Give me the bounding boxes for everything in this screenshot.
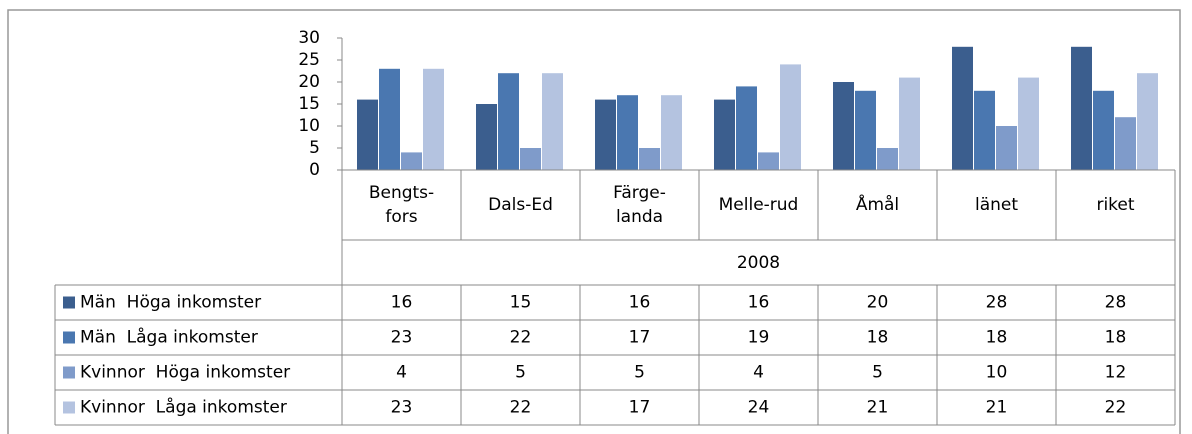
bar	[877, 148, 898, 170]
legend-label: Kvinnor Låga inkomster	[80, 397, 287, 418]
table-value: 10	[986, 363, 1008, 383]
x-tick-label: Färge-landa	[613, 183, 666, 227]
bar	[542, 73, 563, 170]
bar	[595, 99, 616, 170]
x-tick-label: Dals-Ed	[488, 195, 553, 215]
legend-label: Män Låga inkomster	[80, 327, 258, 348]
table-value: 24	[748, 398, 770, 418]
bar	[833, 82, 854, 170]
table-value: 4	[753, 363, 764, 383]
bar	[661, 95, 682, 170]
bar	[758, 152, 779, 170]
bar	[423, 68, 444, 170]
bar	[476, 104, 497, 170]
bar	[1115, 117, 1136, 170]
x-tick-label: Bengts-fors	[369, 183, 434, 227]
table-value: 5	[872, 363, 883, 383]
table-value: 18	[867, 328, 889, 348]
x-tick-label: länet	[975, 195, 1018, 215]
y-tick-label: 10	[298, 116, 320, 136]
x-tick-label: Melle-rud	[719, 195, 799, 215]
legend-label: Kvinnor Höga inkomster	[80, 363, 290, 383]
table-value: 28	[1105, 293, 1127, 313]
y-tick-label: 15	[298, 94, 320, 114]
table-value: 16	[748, 293, 770, 313]
legend-swatch	[63, 296, 75, 309]
bar	[780, 64, 801, 170]
table-value: 18	[986, 328, 1008, 348]
table-value: 18	[1105, 328, 1127, 348]
bar	[401, 152, 422, 170]
table-value: 20	[867, 293, 889, 313]
bar	[520, 148, 541, 170]
bar	[1093, 90, 1114, 170]
y-tick-label: 5	[309, 138, 320, 158]
bar	[974, 90, 995, 170]
table-value: 17	[629, 328, 651, 348]
table-value: 23	[391, 328, 413, 348]
legend-label: Män Höga inkomster	[80, 293, 261, 313]
table-value: 5	[634, 363, 645, 383]
table-value: 16	[629, 293, 651, 313]
table-value: 21	[867, 398, 889, 418]
bar	[714, 99, 735, 170]
table-value: 22	[1105, 398, 1127, 418]
y-tick-label: 25	[298, 50, 320, 70]
bar	[379, 68, 400, 170]
x-tick-label: Åmål	[856, 193, 899, 215]
y-tick-label: 20	[298, 72, 320, 92]
table-value: 5	[515, 363, 526, 383]
table-value: 15	[510, 293, 532, 313]
bar	[1137, 73, 1158, 170]
chart-frame	[7, 9, 1181, 434]
table-value: 16	[391, 293, 413, 313]
table-value: 19	[748, 328, 770, 348]
bar	[639, 148, 660, 170]
x-axis-label: 2008	[737, 253, 780, 273]
legend-swatch	[63, 366, 75, 379]
bar	[952, 46, 973, 170]
bar	[1018, 77, 1039, 170]
bar	[899, 77, 920, 170]
bar	[357, 99, 378, 170]
table-value: 28	[986, 293, 1008, 313]
table-value: 21	[986, 398, 1008, 418]
x-tick-label: riket	[1096, 195, 1134, 215]
table-value: 22	[510, 398, 532, 418]
legend-swatch	[63, 331, 75, 344]
legend-swatch	[63, 401, 75, 414]
table-value: 22	[510, 328, 532, 348]
bar	[996, 126, 1017, 170]
table-value: 4	[396, 363, 407, 383]
bar	[617, 95, 638, 170]
bar	[736, 86, 757, 170]
table-value: 12	[1105, 363, 1127, 383]
bar	[1071, 46, 1092, 170]
bar	[498, 73, 519, 170]
y-tick-label: 0	[309, 160, 320, 180]
table-value: 17	[629, 398, 651, 418]
y-tick-label: 30	[298, 28, 320, 48]
table-value: 23	[391, 398, 413, 418]
bar	[855, 90, 876, 170]
